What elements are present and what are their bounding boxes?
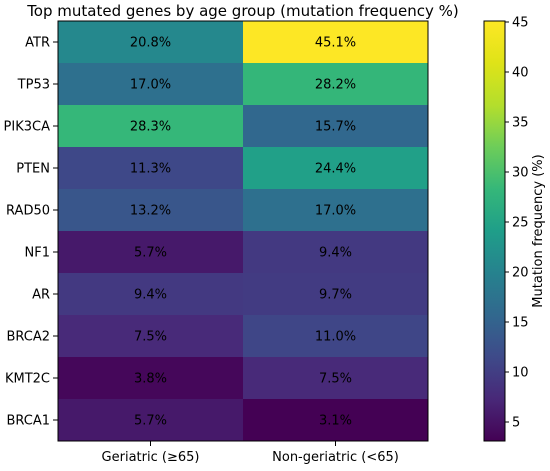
heatmap-cell-pten-0 (58, 147, 243, 189)
heatmap-cell-pik3ca-0 (58, 105, 243, 147)
heatmap-cell-rad50-0 (58, 189, 243, 231)
cell-label: 11.3% (130, 162, 171, 177)
colorbar-tick-label: 45 (512, 16, 529, 31)
cell-label: 13.2% (130, 204, 171, 219)
row-label: TP53 (17, 78, 50, 93)
heatmap-cell-kmt2c-0 (58, 357, 243, 399)
heatmap-cell-rad50-1 (243, 189, 428, 231)
cell-label: 15.7% (315, 120, 356, 135)
row-label: BRCA1 (6, 414, 50, 429)
column-label: Non-geriatric (<65) (272, 450, 399, 465)
colorbar (483, 20, 506, 442)
row-label: ATR (25, 36, 50, 51)
cell-label: 28.3% (130, 120, 171, 135)
row-label: PTEN (16, 162, 50, 177)
cell-label: 9.4% (319, 246, 352, 261)
cell-label: 17.0% (130, 78, 171, 93)
cell-label: 5.7% (134, 414, 167, 429)
cell-label: 3.8% (134, 372, 167, 387)
column-labels: Geriatric (≥65) Non-geriatric (<65) (102, 441, 399, 465)
column-label: Geriatric (≥65) (102, 450, 200, 465)
cell-label: 7.5% (319, 372, 352, 387)
row-label: PIK3CA (4, 120, 51, 135)
colorbar-tick-label: 15 (512, 316, 529, 331)
cell-label: 24.4% (315, 162, 356, 177)
heatmap-cell-pten-1 (243, 147, 428, 189)
heatmap-cell-brca2-1 (243, 315, 428, 357)
colorbar-tick-label: 10 (512, 366, 529, 381)
colorbar-tick-label: 40 (512, 66, 529, 81)
heatmap-cell-brca1-0 (58, 399, 243, 441)
colorbar-tick-label: 20 (512, 266, 529, 281)
heatmap-cell-atr-0 (58, 21, 243, 63)
colorbar-tick-label: 5 (512, 416, 520, 431)
colorbar-tick-label: 30 (512, 166, 529, 181)
cell-label: 9.7% (319, 288, 352, 303)
heatmap-cell-nf1-1 (243, 231, 428, 273)
cell-label: 9.4% (134, 288, 167, 303)
cell-label: 28.2% (315, 78, 356, 93)
heatmap-cell-tp53-1 (243, 63, 428, 105)
heatmap-cell-atr-1 (243, 21, 428, 63)
plot-frame (57, 20, 429, 442)
row-label: KMT2C (5, 372, 50, 387)
cell-label: 45.1% (315, 36, 356, 51)
row-labels: ATR TP53 PIK3CA PTEN RAD50 NF1 AR BRCA2 KMT2C BRC… (4, 36, 58, 429)
row-label: BRCA2 (6, 330, 50, 345)
heatmap-cell-ar-0 (58, 273, 243, 315)
cell-label: 20.8% (130, 36, 171, 51)
cell-label: 11.0% (315, 330, 356, 345)
chart-title: Top mutated genes by age group (mutation… (26, 2, 459, 20)
cell-label: 17.0% (315, 204, 356, 219)
heatmap-cell-kmt2c-1 (243, 357, 428, 399)
heatmap-cell-tp53-0 (58, 63, 243, 105)
row-label: AR (32, 288, 50, 303)
colorbar-tick-label: 25 (512, 216, 529, 231)
colorbar-ticks: 5 10 15 20 25 30 35 40 45 (505, 16, 529, 431)
row-label: RAD50 (6, 204, 50, 219)
cell-label: 5.7% (134, 246, 167, 261)
row-label: NF1 (25, 246, 50, 261)
cell-label: 7.5% (134, 330, 167, 345)
heatmap-cell-ar-1 (243, 273, 428, 315)
heatmap-cell-brca2-0 (58, 315, 243, 357)
heatmap-cell-brca1-1 (243, 399, 428, 441)
heatmap-cells: 20.8% 45.1% 17.0% 28.2% 28.3% 15.7% 11.3% 24.4%… (58, 21, 428, 441)
cell-label: 3.1% (319, 414, 352, 429)
heatmap-cell-pik3ca-1 (243, 105, 428, 147)
heatmap-cell-nf1-0 (58, 231, 243, 273)
colorbar-tick-label: 35 (512, 116, 529, 131)
colorbar-label: Mutation frequency (%) (531, 154, 546, 307)
